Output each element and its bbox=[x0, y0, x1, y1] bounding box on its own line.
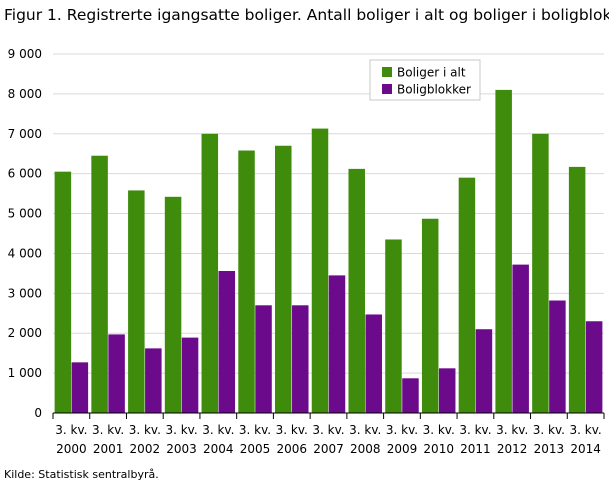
chart-title: Figur 1. Registrerte igangsatte boliger.… bbox=[4, 6, 609, 24]
bar-boligblokker bbox=[145, 348, 162, 413]
bars bbox=[54, 89, 603, 414]
legend-label: Boligblokker bbox=[397, 83, 471, 97]
y-tick-label: 8 000 bbox=[8, 87, 42, 101]
bar-boliger-i-alt bbox=[348, 168, 365, 413]
bar-boliger-i-alt bbox=[91, 155, 108, 413]
x-tick-label-quarter: 3. kv. bbox=[423, 423, 455, 437]
legend-label: Boliger i alt bbox=[397, 66, 466, 80]
x-tick-label-year: 2014 bbox=[570, 442, 601, 456]
bar-boligblokker bbox=[255, 305, 272, 413]
x-tick-label-year: 2004 bbox=[203, 442, 234, 456]
source-note: Kilde: Statistisk sentralbyrå. bbox=[4, 468, 159, 481]
x-tick-label-quarter: 3. kv. bbox=[55, 423, 87, 437]
y-tick-label: 5 000 bbox=[8, 207, 42, 221]
x-tick-label-quarter: 3. kv. bbox=[349, 423, 381, 437]
bar-boliger-i-alt bbox=[238, 150, 255, 413]
y-axis-ticks: 0 1 000 2 000 3 000 4 000 5 000 6 000 7 000 8 00… bbox=[8, 47, 42, 420]
y-tick-label: 3 000 bbox=[8, 286, 42, 300]
x-tick-label-year: 2006 bbox=[276, 442, 307, 456]
bar-boliger-i-alt bbox=[458, 177, 476, 413]
bar-boligblokker bbox=[181, 337, 199, 413]
legend: Boliger i alt Boligblokker bbox=[369, 59, 481, 101]
x-tick-label-year: 2002 bbox=[130, 442, 161, 456]
y-tick-label: 7 000 bbox=[8, 127, 42, 141]
x-tick-label-quarter: 3. kv. bbox=[92, 423, 124, 437]
bar-boligblokker bbox=[328, 275, 346, 413]
bar-boligblokker bbox=[292, 305, 309, 413]
x-tick-label-year: 2008 bbox=[350, 442, 381, 456]
y-tick-label: 9 000 bbox=[8, 47, 42, 61]
bar-boliger-i-alt bbox=[164, 196, 182, 413]
bar-boliger-i-alt bbox=[275, 145, 292, 413]
x-tick-label-quarter: 3. kv. bbox=[239, 423, 271, 437]
y-tick-label: 2 000 bbox=[8, 326, 42, 340]
bar-boliger-i-alt bbox=[54, 171, 72, 413]
x-tick-label-quarter: 3. kv. bbox=[496, 423, 528, 437]
x-tick-label-quarter: 3. kv. bbox=[276, 423, 308, 437]
bar-boliger-i-alt bbox=[495, 89, 512, 414]
bar-boligblokker bbox=[585, 321, 603, 413]
x-tick-label-year: 2000 bbox=[56, 442, 87, 456]
bar-boliger-i-alt bbox=[568, 166, 586, 413]
bar-boliger-i-alt bbox=[532, 133, 549, 413]
x-tick-label-year: 2007 bbox=[313, 442, 344, 456]
x-tick-label-year: 2010 bbox=[423, 442, 454, 456]
x-tick-label-year: 2005 bbox=[240, 442, 271, 456]
x-axis-ticks: 3. kv. 2000 3. kv. 2001 3. kv. 2002 3. kv. 2003… bbox=[52, 412, 605, 456]
x-tick-label-year: 2003 bbox=[166, 442, 197, 456]
bar-boligblokker bbox=[365, 314, 382, 413]
bar-boligblokker bbox=[438, 368, 456, 413]
bar-boligblokker bbox=[108, 334, 125, 413]
x-tick-label-quarter: 3. kv. bbox=[386, 423, 418, 437]
x-tick-label-quarter: 3. kv. bbox=[312, 423, 344, 437]
bar-boliger-i-alt bbox=[421, 218, 439, 413]
x-tick-label-quarter: 3. kv. bbox=[459, 423, 491, 437]
y-tick-label: 4 000 bbox=[8, 246, 42, 260]
bar-boligblokker bbox=[475, 329, 493, 413]
x-tick-label-year: 2013 bbox=[534, 442, 565, 456]
y-tick-label: 6 000 bbox=[8, 167, 42, 181]
legend-swatch bbox=[382, 67, 392, 77]
bar-boliger-i-alt bbox=[385, 239, 402, 413]
bar-boliger-i-alt bbox=[201, 133, 219, 413]
x-tick-label-year: 2011 bbox=[460, 442, 491, 456]
x-tick-label-quarter: 3. kv. bbox=[165, 423, 197, 437]
bar-boliger-i-alt bbox=[311, 128, 329, 413]
x-tick-label-quarter: 3. kv. bbox=[129, 423, 161, 437]
bar-boligblokker bbox=[512, 264, 529, 413]
bar-boligblokker bbox=[218, 270, 236, 413]
bar-boligblokker bbox=[402, 378, 419, 413]
bar-boligblokker bbox=[71, 362, 89, 413]
y-tick-label: 1 000 bbox=[8, 366, 42, 380]
x-tick-label-quarter: 3. kv. bbox=[570, 423, 602, 437]
x-tick-label-year: 2009 bbox=[387, 442, 418, 456]
x-tick-label-quarter: 3. kv. bbox=[533, 423, 565, 437]
x-tick-label-year: 2001 bbox=[93, 442, 124, 456]
x-tick-label-year: 2012 bbox=[497, 442, 528, 456]
y-tick-label: 0 bbox=[34, 406, 42, 420]
x-tick-label-quarter: 3. kv. bbox=[202, 423, 234, 437]
bar-boliger-i-alt bbox=[128, 190, 145, 413]
bar-boligblokker bbox=[549, 300, 566, 413]
legend-swatch bbox=[382, 84, 392, 94]
